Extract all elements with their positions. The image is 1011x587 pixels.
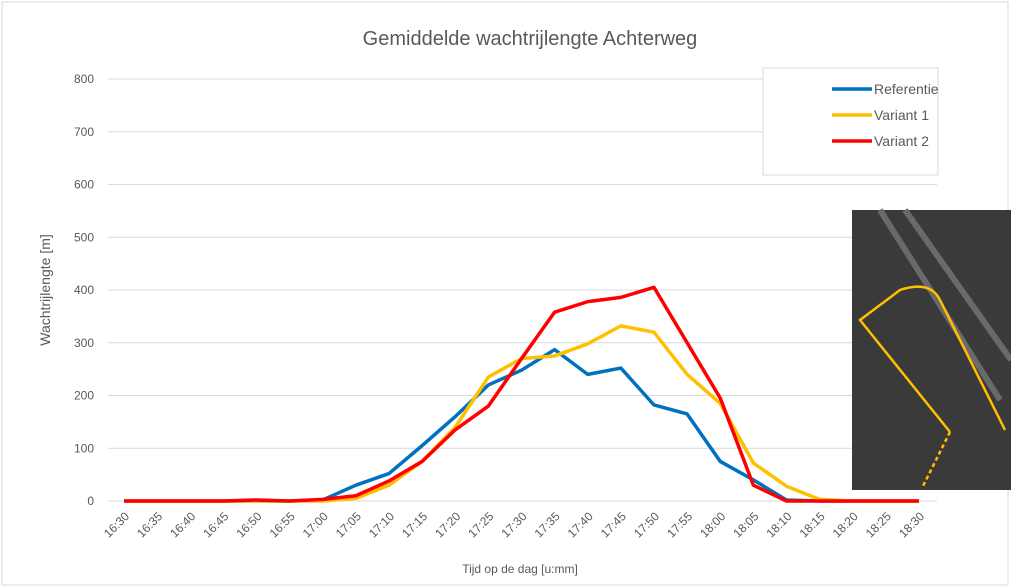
x-axis-label: Tijd op de dag [u:mm]	[462, 562, 578, 576]
y-tick-label: 700	[74, 125, 94, 139]
y-tick-label: 0	[87, 494, 94, 508]
y-tick-label: 100	[74, 441, 94, 455]
y-tick-label: 300	[74, 336, 94, 350]
y-tick-label: 400	[74, 283, 94, 297]
y-axis-label: Wachtrijlengte [m]	[37, 234, 53, 346]
page: {"chart_data": {"type": "line", "title":…	[0, 0, 1011, 587]
y-tick-label: 200	[74, 389, 94, 403]
y-tick-label: 600	[74, 178, 94, 192]
legend-label: Variant 1	[874, 107, 929, 123]
y-tick-label: 500	[74, 230, 94, 244]
legend-label: Variant 2	[874, 133, 929, 149]
y-tick-label: 800	[74, 72, 94, 86]
chart: Gemiddelde wachtrijlengte Achterweg Tijd…	[0, 0, 1011, 587]
legend-label: Referentie	[874, 81, 939, 97]
chart-title: Gemiddelde wachtrijlengte Achterweg	[363, 28, 698, 50]
inset-map	[852, 210, 1011, 490]
legend: Referentie Variant 1 Variant 2	[763, 68, 939, 175]
